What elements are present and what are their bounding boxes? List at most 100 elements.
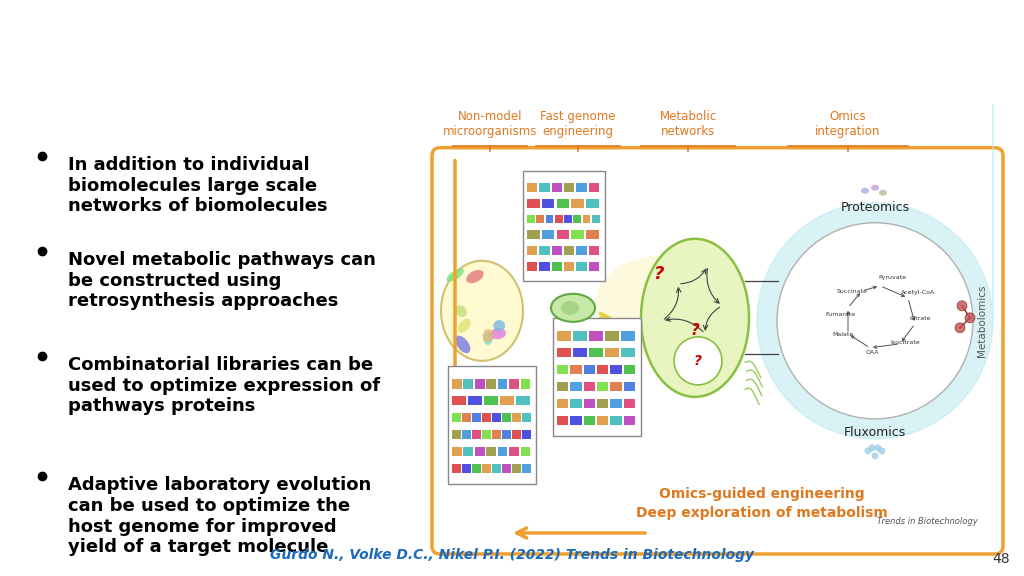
Bar: [522, 413, 530, 422]
Bar: [584, 416, 595, 425]
Ellipse shape: [483, 332, 494, 345]
Bar: [472, 464, 480, 473]
Bar: [502, 464, 511, 473]
Circle shape: [864, 448, 871, 454]
Text: Omics
integration: Omics integration: [815, 109, 881, 138]
Text: Combinatorial libraries can be
used to optimize expression of
pathways proteins: Combinatorial libraries can be used to o…: [68, 356, 380, 415]
Text: Malate: Malate: [833, 332, 854, 337]
Bar: [592, 215, 600, 223]
Bar: [624, 365, 635, 374]
Bar: [586, 230, 599, 239]
Bar: [540, 246, 550, 255]
Circle shape: [874, 445, 882, 452]
Bar: [610, 416, 622, 425]
Ellipse shape: [482, 329, 494, 343]
Text: Fast genome
engineering: Fast genome engineering: [541, 109, 615, 138]
Bar: [624, 382, 635, 391]
Bar: [527, 230, 540, 239]
Bar: [577, 246, 587, 255]
Bar: [452, 464, 461, 473]
Text: Metabolomics: Metabolomics: [977, 285, 987, 357]
Ellipse shape: [466, 270, 483, 283]
Text: Fluxomics: Fluxomics: [844, 426, 906, 439]
Bar: [462, 430, 470, 439]
Text: Trends in Biotechnology: Trends in Biotechnology: [878, 517, 978, 526]
Text: Biomolecular Engineering:: Biomolecular Engineering:: [20, 17, 599, 55]
Bar: [624, 416, 635, 425]
Bar: [500, 396, 514, 406]
Bar: [527, 246, 538, 255]
Text: Novel metabolic pathways can
be constructed using
retrosynthesis approaches: Novel metabolic pathways can be construc…: [68, 251, 376, 310]
FancyBboxPatch shape: [523, 170, 605, 281]
Bar: [557, 382, 568, 391]
Ellipse shape: [641, 239, 749, 397]
Ellipse shape: [595, 256, 725, 356]
Bar: [570, 382, 582, 391]
Ellipse shape: [441, 261, 523, 361]
FancyBboxPatch shape: [432, 147, 1002, 554]
Bar: [512, 413, 520, 422]
Ellipse shape: [861, 188, 869, 194]
Bar: [564, 215, 571, 223]
Bar: [577, 183, 587, 192]
Bar: [610, 365, 622, 374]
Bar: [537, 215, 544, 223]
Circle shape: [879, 448, 886, 454]
Bar: [605, 331, 618, 340]
Bar: [527, 215, 535, 223]
Circle shape: [955, 323, 965, 333]
Ellipse shape: [879, 190, 887, 196]
Bar: [520, 447, 530, 456]
Bar: [512, 430, 520, 439]
Bar: [589, 183, 599, 192]
Bar: [527, 199, 540, 208]
Text: ?: ?: [652, 265, 664, 283]
Bar: [570, 399, 582, 408]
Circle shape: [674, 337, 722, 385]
Bar: [522, 430, 530, 439]
Bar: [564, 183, 574, 192]
Bar: [522, 464, 530, 473]
Bar: [597, 365, 608, 374]
Bar: [571, 199, 584, 208]
Bar: [552, 246, 562, 255]
Bar: [557, 331, 570, 340]
Bar: [486, 447, 496, 456]
Bar: [464, 447, 473, 456]
Bar: [542, 199, 554, 208]
Bar: [452, 447, 462, 456]
Bar: [492, 413, 501, 422]
Circle shape: [868, 445, 876, 452]
Text: Non-model
microorganisms: Non-model microorganisms: [442, 109, 538, 138]
Bar: [557, 365, 568, 374]
Ellipse shape: [494, 320, 505, 331]
Bar: [571, 230, 584, 239]
Bar: [589, 262, 599, 271]
Bar: [589, 348, 602, 358]
Text: Metabolic
networks: Metabolic networks: [659, 109, 717, 138]
Bar: [475, 447, 484, 456]
Bar: [564, 262, 574, 271]
Bar: [542, 230, 554, 239]
Text: Isocitrate: Isocitrate: [890, 340, 920, 345]
Circle shape: [957, 301, 967, 311]
Ellipse shape: [446, 268, 464, 282]
Text: Gurdo N., Volke D.C., Nikel P.I. (2022) Trends in Biotechnology: Gurdo N., Volke D.C., Nikel P.I. (2022) …: [270, 548, 754, 562]
Bar: [557, 399, 568, 408]
Circle shape: [777, 223, 973, 419]
Bar: [540, 262, 550, 271]
Bar: [486, 380, 496, 389]
Bar: [552, 262, 562, 271]
Text: Proteomics: Proteomics: [841, 201, 909, 214]
Bar: [555, 215, 562, 223]
Bar: [624, 399, 635, 408]
Bar: [498, 447, 508, 456]
Text: ?: ?: [694, 354, 702, 368]
Bar: [605, 348, 618, 358]
Text: ?: ?: [690, 323, 699, 338]
Bar: [527, 183, 538, 192]
Bar: [557, 416, 568, 425]
Text: Adaptive laboratory evolution
can be used to optimize the
host genome for improv: Adaptive laboratory evolution can be use…: [68, 476, 372, 556]
Bar: [492, 464, 501, 473]
Ellipse shape: [455, 305, 467, 317]
